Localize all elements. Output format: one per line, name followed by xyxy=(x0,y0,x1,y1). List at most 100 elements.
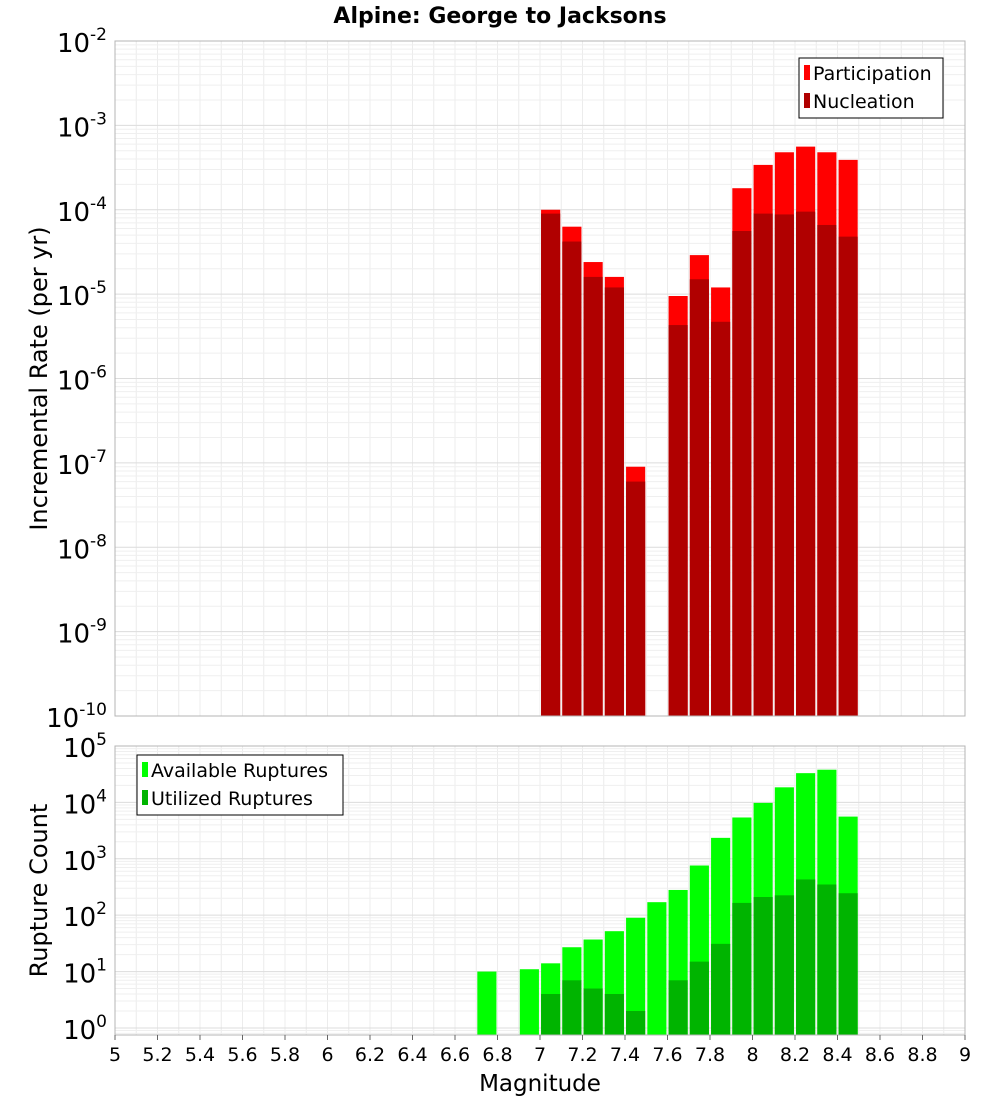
y-tick-base: 10 xyxy=(63,790,96,820)
bar-utilized-ruptures xyxy=(626,1010,646,1035)
legend-0: Participation Nucleation xyxy=(798,57,944,119)
bar-nucleation xyxy=(689,279,709,716)
y-tick-exponent: -4 xyxy=(90,194,107,214)
y-axis-label-1: Rupture Count xyxy=(25,804,53,978)
bar-nucleation xyxy=(796,211,816,716)
y-tick-exponent: 1 xyxy=(96,956,107,976)
bar-utilized-ruptures xyxy=(689,961,709,1035)
bar-utilized-ruptures xyxy=(562,980,582,1035)
y-tick-label-1: 101 xyxy=(63,956,107,990)
bar-utilized-ruptures xyxy=(604,994,624,1035)
legend-box xyxy=(136,754,344,816)
bar-nucleation xyxy=(541,213,561,717)
x-tick-label: 8 xyxy=(746,1044,758,1066)
legend-1: Available Ruptures Utilized Ruptures xyxy=(136,754,344,816)
series-nucleation xyxy=(541,211,858,717)
x-tick-label: 5.2 xyxy=(142,1044,172,1066)
y-tick-label-0: 10-10 xyxy=(46,700,107,734)
x-tick-label: 7.2 xyxy=(567,1044,597,1066)
y-tick-exponent: -8 xyxy=(90,531,107,551)
y-tick-base: 10 xyxy=(57,535,90,565)
bar-utilized-ruptures xyxy=(796,879,816,1035)
y-tick-label-0: 10-9 xyxy=(57,616,107,650)
legend-label: Available Ruptures xyxy=(151,760,328,782)
y-tick-exponent: 3 xyxy=(96,843,107,863)
bar-nucleation xyxy=(774,214,794,717)
y-tick-exponent: -9 xyxy=(90,616,107,636)
y-tick-exponent: 5 xyxy=(96,730,107,750)
legend-swatch xyxy=(142,790,148,805)
y-tick-exponent: -10 xyxy=(79,700,107,720)
bar-utilized-ruptures xyxy=(838,893,858,1035)
y-tick-base: 10 xyxy=(57,620,90,650)
y-tick-base: 10 xyxy=(57,282,90,312)
x-tick-label: 6.6 xyxy=(440,1044,470,1066)
y-tick-base: 10 xyxy=(46,704,79,734)
y-tick-exponent: -2 xyxy=(90,25,107,45)
chart-title: Alpine: George to Jacksons xyxy=(333,4,666,29)
bar-utilized-ruptures xyxy=(732,902,752,1035)
y-tick-base: 10 xyxy=(63,847,96,877)
bar-utilized-ruptures xyxy=(817,884,837,1035)
x-tick-label: 5.8 xyxy=(270,1044,300,1066)
x-tick-label: 8.8 xyxy=(907,1044,937,1066)
x-tick-label: 8.6 xyxy=(865,1044,895,1066)
bar-nucleation xyxy=(711,321,731,716)
x-tick-label: 7.8 xyxy=(695,1044,725,1066)
y-tick-label-0: 10-2 xyxy=(57,25,107,59)
y-tick-label-1: 102 xyxy=(63,899,107,933)
x-tick-label: 9 xyxy=(959,1044,971,1066)
y-tick-exponent: 2 xyxy=(96,899,107,919)
legend-box xyxy=(798,57,944,119)
bar-utilized-ruptures xyxy=(711,943,731,1035)
plot-border-0 xyxy=(114,40,966,717)
bar-available-ruptures xyxy=(626,917,646,1035)
bar-nucleation xyxy=(583,276,603,716)
bar-nucleation xyxy=(626,481,646,716)
legend-swatch xyxy=(142,762,148,777)
y-tick-label-1: 103 xyxy=(63,843,107,877)
y-tick-exponent: -7 xyxy=(90,447,107,467)
y-tick-exponent: -6 xyxy=(90,363,107,383)
y-tick-label-0: 10-4 xyxy=(57,194,107,228)
bar-utilized-ruptures xyxy=(583,988,603,1035)
y-tick-exponent: -3 xyxy=(90,109,107,129)
y-tick-base: 10 xyxy=(63,1016,96,1046)
y-tick-label-0: 10-6 xyxy=(57,363,107,397)
y-tick-label-1: 104 xyxy=(63,786,107,820)
y-tick-label-1: 105 xyxy=(63,730,107,764)
x-tick-label: 8.2 xyxy=(780,1044,810,1066)
x-axis-label: Magnitude xyxy=(479,1071,601,1097)
x-tick-label: 6.4 xyxy=(397,1044,427,1066)
x-tick-label: 6.2 xyxy=(355,1044,385,1066)
y-tick-base: 10 xyxy=(63,903,96,933)
bar-nucleation xyxy=(753,213,773,717)
x-tick-label: 5.4 xyxy=(185,1044,215,1066)
y-tick-base: 10 xyxy=(57,367,90,397)
bar-available-ruptures xyxy=(647,902,667,1035)
y-tick-label-1: 100 xyxy=(63,1012,107,1046)
x-tick-label: 7 xyxy=(534,1044,546,1066)
bar-utilized-ruptures xyxy=(541,994,561,1035)
x-tick-label: 5 xyxy=(109,1044,121,1066)
bar-utilized-ruptures xyxy=(774,895,794,1035)
y-tick-label-0: 10-7 xyxy=(57,447,107,481)
grid-0 xyxy=(114,40,966,717)
y-tick-base: 10 xyxy=(63,734,96,764)
bar-nucleation xyxy=(817,224,837,716)
y-tick-base: 10 xyxy=(57,451,90,481)
y-tick-exponent: 4 xyxy=(96,786,107,806)
y-tick-exponent: -5 xyxy=(90,278,107,298)
series-utilized-ruptures xyxy=(541,879,858,1035)
bar-utilized-ruptures xyxy=(668,980,688,1035)
y-tick-base: 10 xyxy=(63,960,96,990)
x-tick-label: 8.4 xyxy=(822,1044,852,1066)
y-tick-base: 10 xyxy=(57,113,90,143)
bar-nucleation xyxy=(668,325,688,716)
bar-nucleation xyxy=(732,230,752,716)
legend-swatch xyxy=(804,65,810,80)
x-tick-label: 7.6 xyxy=(652,1044,682,1066)
y-axis-label-0: Incremental Rate (per yr) xyxy=(25,226,53,530)
